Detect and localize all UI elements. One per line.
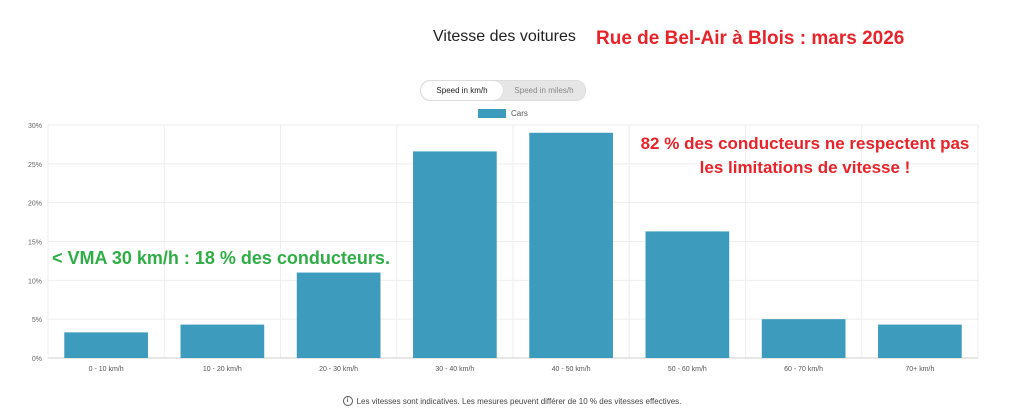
y-tick-label: 0% — [32, 356, 42, 363]
bar[interactable] — [878, 324, 962, 358]
footer-text: Les vitesses sont indicatives. Les mesur… — [356, 396, 682, 406]
footer-note: i Les vitesses sont indicatives. Les mes… — [0, 396, 1024, 406]
unit-toggle: Speed in km/h Speed in miles/h — [420, 80, 586, 101]
toggle-kmh-button[interactable]: Speed in km/h — [421, 81, 503, 100]
x-tick-label: 70+ km/h — [905, 366, 934, 373]
location-date-annotation: Rue de Bel-Air à Blois : mars 2026 — [596, 28, 905, 49]
y-tick-label: 25% — [28, 162, 42, 169]
chart-legend[interactable]: Cars — [478, 109, 528, 118]
x-tick-label: 20 - 30 km/h — [319, 366, 358, 373]
bar[interactable] — [413, 151, 497, 358]
x-tick-label: 0 - 10 km/h — [89, 366, 124, 373]
bar[interactable] — [529, 132, 613, 358]
bar[interactable] — [645, 231, 730, 358]
x-tick-label: 40 - 50 km/h — [552, 366, 591, 373]
x-tick-label: 30 - 40 km/h — [435, 366, 474, 373]
x-tick-label: 60 - 70 km/h — [784, 366, 823, 373]
red-annotation-line1: 82 % des conducteurs ne respectent pas — [640, 134, 970, 153]
chart-title: Vitesse des voitures — [433, 28, 576, 45]
bar[interactable] — [761, 319, 846, 358]
x-tick-label: 50 - 60 km/h — [668, 366, 707, 373]
bar[interactable] — [296, 272, 381, 358]
y-tick-label: 5% — [32, 317, 42, 324]
bar[interactable] — [180, 324, 265, 358]
y-tick-label: 20% — [28, 201, 42, 208]
y-tick-label: 10% — [28, 278, 42, 285]
toggle-mph-button[interactable]: Speed in miles/h — [514, 86, 574, 95]
red-annotation: 82 % des conducteurs ne respectent pas l… — [600, 132, 1010, 180]
red-annotation-line2: les limitations de vitesse ! — [699, 158, 911, 177]
legend-swatch-cars — [478, 109, 506, 118]
x-tick-label: 10 - 20 km/h — [203, 366, 242, 373]
bar[interactable] — [64, 332, 148, 358]
y-tick-label: 15% — [28, 240, 42, 247]
green-annotation: < VMA 30 km/h : 18 % des conducteurs. — [52, 248, 390, 268]
info-icon: i — [342, 396, 353, 406]
legend-label-cars: Cars — [511, 109, 528, 118]
y-tick-label: 30% — [28, 123, 42, 130]
